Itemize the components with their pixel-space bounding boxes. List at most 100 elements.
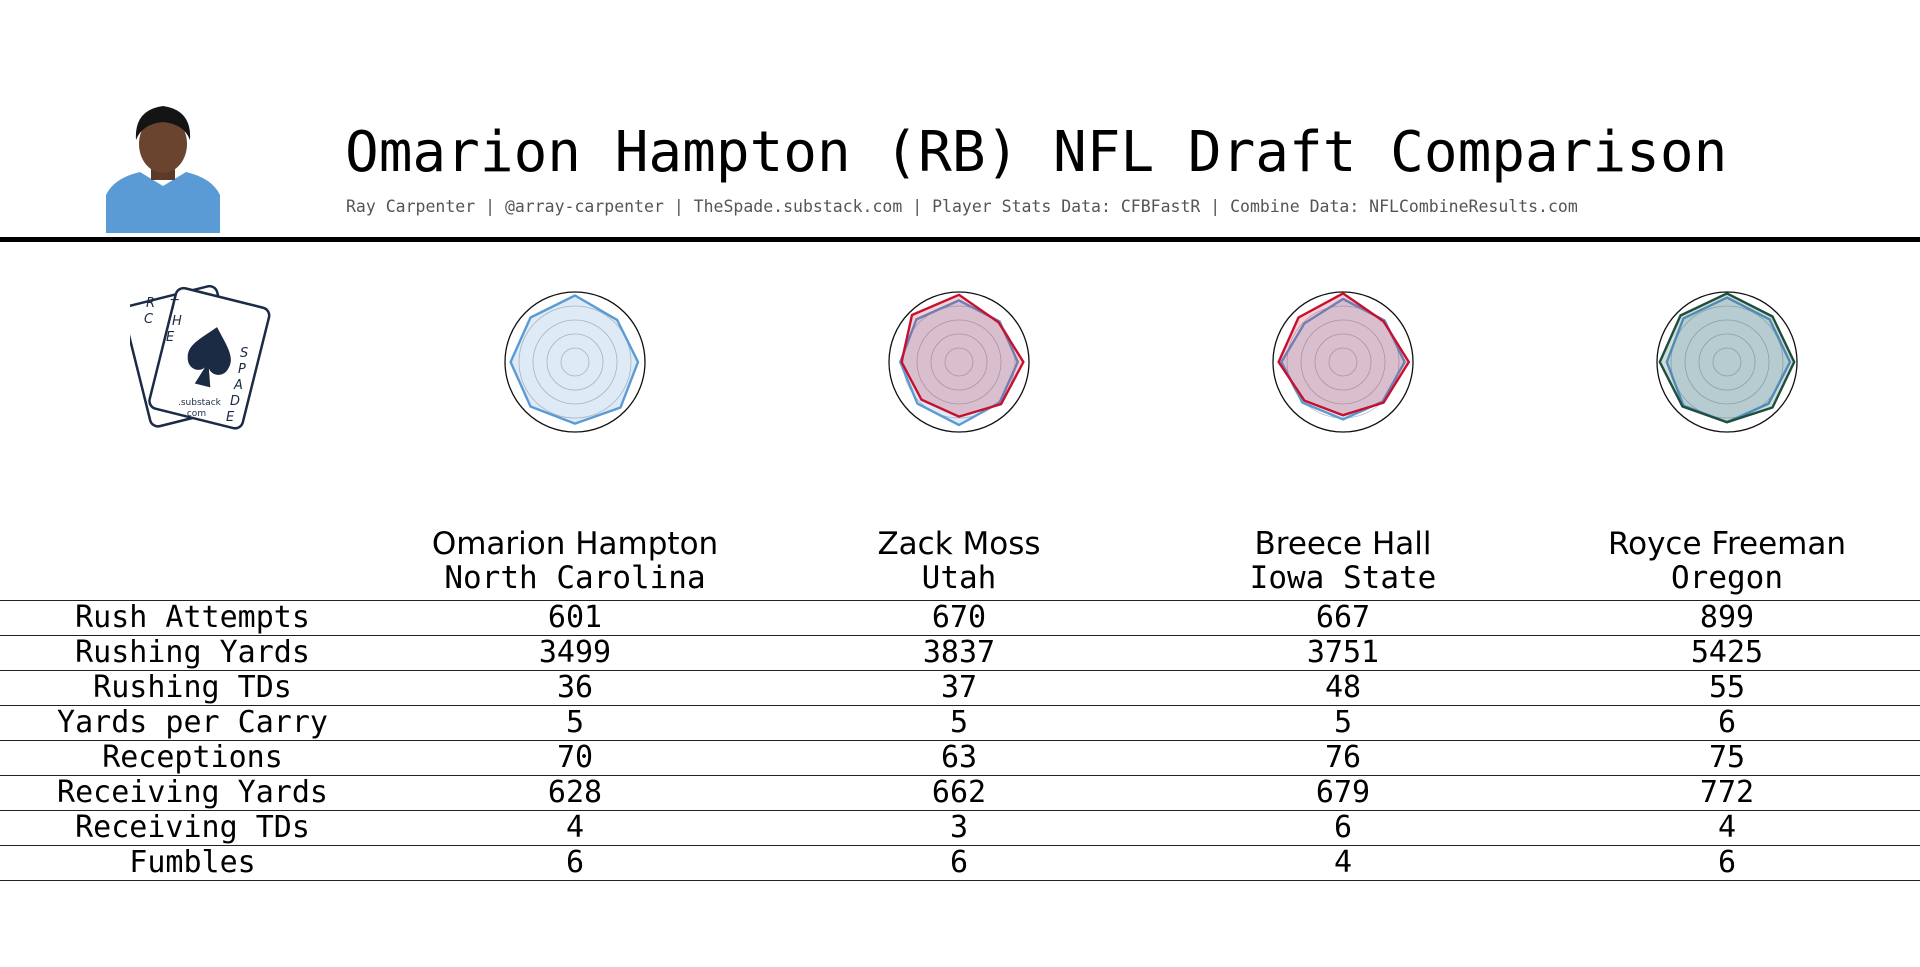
radar-chart-freeman [1656, 291, 1798, 433]
stat-value: 6 [949, 845, 969, 880]
stats-table: Rush Attempts 601 670 667 899 Rushing Ya… [0, 600, 1920, 881]
stat-value: 628 [547, 775, 603, 810]
stat-value: 662 [931, 775, 987, 810]
radar-chart-hampton [504, 291, 646, 433]
logo-letter: H [172, 314, 182, 329]
radar-grid-ring [1286, 305, 1400, 419]
stat-value: 3499 [538, 635, 612, 670]
stat-value: 70 [556, 740, 594, 775]
player-name: Zack Moss [877, 526, 1041, 562]
logo-substack-text: .substack [178, 398, 222, 408]
player-name: Omarion Hampton [431, 526, 719, 562]
jersey-shape [106, 172, 220, 233]
radar-outer-ring [1272, 291, 1414, 433]
radar-grid-ring [1712, 347, 1742, 377]
page-title: Omarion Hampton (RB) NFL Draft Compariso… [345, 120, 1728, 185]
radar-grid-ring [1684, 319, 1770, 405]
radar-outer-ring [1656, 291, 1798, 433]
table-row: Receiving Yards 628 662 679 772 [0, 775, 1920, 810]
radar-grid-ring [1670, 305, 1784, 419]
stat-value: 48 [1324, 670, 1362, 705]
stat-value: 6 [1333, 810, 1353, 845]
stat-value: 670 [931, 600, 987, 635]
radar-series-polygon [900, 293, 1025, 418]
logo-letter: D [230, 394, 240, 409]
radar-grid-ring [902, 305, 1016, 419]
stat-value: 6 [1717, 845, 1737, 880]
stat-value: 4 [565, 810, 585, 845]
stat-label: Receptions [102, 740, 283, 775]
logo-com-text: .com [184, 409, 206, 419]
stat-value: 76 [1324, 740, 1362, 775]
stat-value: 667 [1315, 600, 1371, 635]
stat-value: 3 [949, 810, 969, 845]
stat-label: Rushing TDs [93, 670, 292, 705]
player-school: North Carolina [444, 560, 706, 596]
stat-label: Receiving Yards [57, 775, 328, 810]
hair-shape [135, 106, 191, 140]
radar-outer-ring [888, 291, 1030, 433]
stat-value: 899 [1699, 600, 1755, 635]
radar-grid-ring [916, 319, 1002, 405]
table-row: Receiving TDs 4 3 6 4 [0, 810, 1920, 845]
player-photo [106, 106, 220, 233]
front-card [148, 286, 271, 430]
stat-value: 3751 [1306, 635, 1380, 670]
radar-grid-ring [1314, 333, 1372, 391]
logo-letter: C [144, 312, 154, 327]
table-row: Rushing Yards 3499 3837 3751 5425 [0, 635, 1920, 670]
stat-value: 5 [565, 705, 585, 740]
logo-letter: P [238, 362, 246, 377]
player-header: Zack Moss Utah [779, 527, 1139, 595]
stat-value: 601 [547, 600, 603, 635]
player-school: Utah [921, 560, 997, 596]
stat-value: 6 [565, 845, 585, 880]
player-header: Omarion Hampton North Carolina [395, 527, 755, 595]
player-school: Iowa State [1249, 560, 1437, 596]
player-header: Breece Hall Iowa State [1163, 527, 1523, 595]
radar-grid-ring [1300, 319, 1386, 405]
logo-letter: T [170, 298, 179, 313]
stat-value: 75 [1708, 740, 1746, 775]
radar-series-polygon [509, 294, 640, 425]
stat-value: 5425 [1690, 635, 1764, 670]
radar-grid-ring [560, 347, 590, 377]
stat-label: Yards per Carry [57, 705, 328, 740]
table-row: Rush Attempts 601 670 667 899 [0, 600, 1920, 635]
stat-value: 5 [1333, 705, 1353, 740]
player-header: Royce Freeman Oregon [1547, 527, 1907, 595]
stat-label: Rushing Yards [75, 635, 310, 670]
stat-value: 4 [1333, 845, 1353, 880]
header-divider [0, 237, 1920, 242]
stat-value: 3837 [922, 635, 996, 670]
radar-chart-moss [888, 291, 1030, 433]
radar-chart-hall [1272, 291, 1414, 433]
radar-series-polygon [1658, 292, 1796, 424]
logo-letter: E [166, 330, 175, 345]
stat-value: 36 [556, 670, 594, 705]
radar-grid-ring [930, 333, 988, 391]
stat-value: 37 [940, 670, 978, 705]
radar-series-polygon [1277, 292, 1411, 417]
radar-grid-ring [1328, 347, 1358, 377]
table-row: Yards per Carry 5 5 5 6 [0, 705, 1920, 740]
face-shape [139, 115, 187, 173]
table-row: Receptions 70 63 76 75 [0, 740, 1920, 775]
stat-value: 5 [949, 705, 969, 740]
stat-label: Receiving TDs [75, 810, 310, 845]
radar-grid-ring [532, 319, 618, 405]
player-name: Breece Hall [1254, 526, 1432, 562]
radar-grid-ring [518, 305, 632, 419]
logo-letter: R [146, 296, 155, 311]
stat-value: 679 [1315, 775, 1371, 810]
radar-grid-ring [944, 347, 974, 377]
radar-grid-ring [546, 333, 604, 391]
stat-label: Fumbles [129, 845, 256, 880]
player-school: Oregon [1671, 560, 1783, 596]
stat-value: 772 [1699, 775, 1755, 810]
page-subtitle: Ray Carpenter | @array-carpenter | TheSp… [346, 197, 1578, 216]
stat-value: 4 [1717, 810, 1737, 845]
the-spade-logo: R C T H E S P A D E .substack .com [130, 285, 271, 430]
stat-label: Rush Attempts [75, 600, 310, 635]
stat-value: 55 [1708, 670, 1746, 705]
